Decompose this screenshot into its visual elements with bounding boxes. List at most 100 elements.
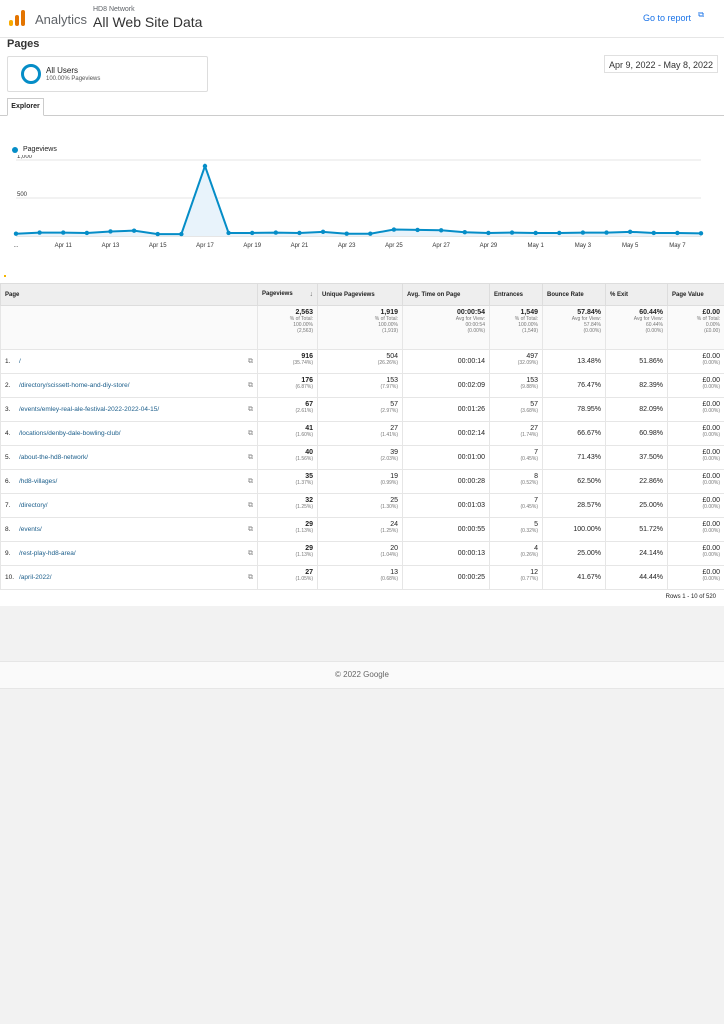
data-point[interactable] bbox=[37, 230, 42, 235]
open-page-icon[interactable]: ⧉ bbox=[248, 478, 253, 485]
data-point[interactable] bbox=[651, 230, 656, 236]
page-path-link[interactable]: /about-the-hd8-network/ bbox=[19, 454, 89, 461]
open-page-icon[interactable]: ⧉ bbox=[248, 550, 253, 557]
data-point[interactable] bbox=[61, 230, 66, 235]
table-row[interactable]: 9./rest-play-hd8-area/⧉ 29 (1.13%) 20 (1.04%… bbox=[0, 541, 724, 566]
tab-explorer[interactable]: Explorer bbox=[7, 98, 44, 116]
page-path-link[interactable]: /events/ bbox=[19, 526, 42, 533]
exit-cell: 51.72% bbox=[605, 517, 668, 542]
open-page-icon[interactable]: ⧉ bbox=[248, 454, 253, 461]
open-page-icon[interactable]: ⧉ bbox=[248, 574, 253, 581]
page-path-link[interactable]: /events/emley-real-ale-festival-2022-202… bbox=[19, 406, 160, 413]
header-page-value[interactable]: Page Value bbox=[667, 283, 724, 306]
data-point[interactable] bbox=[627, 229, 633, 235]
totals-subtext: (1,549) bbox=[522, 328, 538, 334]
pageviews-cell: 40 (1.56%) bbox=[257, 445, 318, 470]
page-path-link[interactable]: / bbox=[19, 358, 21, 365]
avg-time-value: 00:02:09 bbox=[457, 382, 485, 389]
table-row[interactable]: 2. /directory/scissett-home-and-diy-store… bbox=[0, 373, 724, 398]
table-row[interactable]: 1. / ⧉ 916 (35.74%) 504 (26.26%) 00:00:14 497 (32… bbox=[0, 349, 724, 374]
x-tick-label: Apr 17 bbox=[196, 243, 214, 249]
page-path-link[interactable]: /directory/scissett-home-and-diy-store/ bbox=[19, 382, 130, 389]
status-marker bbox=[4, 275, 6, 277]
unique-pageviews-value: 27 bbox=[390, 425, 398, 432]
header-unique-pageviews[interactable]: Unique Pageviews bbox=[317, 283, 403, 306]
open-page-icon[interactable]: ⧉ bbox=[248, 526, 253, 533]
sort-desc-icon[interactable]: ↓ bbox=[309, 291, 314, 298]
data-point[interactable] bbox=[462, 230, 467, 235]
data-point[interactable] bbox=[438, 228, 444, 233]
data-point[interactable] bbox=[486, 230, 491, 236]
open-page-icon[interactable]: ⧉ bbox=[248, 406, 253, 413]
header-bounce-rate[interactable]: Bounce Rate bbox=[542, 283, 606, 306]
page-path-link[interactable]: /hd8-villages/ bbox=[19, 478, 58, 485]
segment-picker[interactable]: All Users 100.00% Pageviews bbox=[7, 56, 208, 92]
data-point[interactable] bbox=[675, 230, 680, 236]
data-point[interactable] bbox=[344, 231, 349, 236]
page-cell: 3. /events/emley-real-ale-festival-2022-2… bbox=[0, 397, 258, 422]
data-point[interactable] bbox=[250, 230, 255, 236]
data-point[interactable] bbox=[368, 231, 373, 236]
data-point[interactable] bbox=[533, 230, 538, 236]
table-row[interactable]: 10./april-2022/⧉ 27 (1.05%) 13 (0.68%) 00:00:… bbox=[0, 565, 724, 590]
data-point[interactable] bbox=[698, 231, 704, 236]
data-point[interactable] bbox=[202, 163, 208, 169]
page-value-cell: £0.00 (0.00%) bbox=[667, 373, 724, 398]
table-row[interactable]: 6./hd8-villages/⧉ 35 (1.37%) 19 (0.99%) 00:00… bbox=[0, 469, 724, 494]
page-path-link[interactable]: /april-2022/ bbox=[19, 574, 52, 581]
data-point[interactable] bbox=[131, 228, 137, 233]
account-name[interactable]: HD8 Network bbox=[93, 6, 135, 13]
page-value-cell: £0.00 (0.00%) bbox=[667, 541, 724, 566]
header-entrances[interactable]: Entrances bbox=[489, 283, 543, 306]
data-point[interactable] bbox=[391, 227, 397, 232]
data-point[interactable] bbox=[155, 231, 160, 237]
page-path-link[interactable]: /rest-play-hd8-area/ bbox=[19, 550, 76, 557]
table-row[interactable]: 7./directory/⧉ 32 (1.25%) 25 (1.30%) 00:01:03… bbox=[0, 493, 724, 518]
open-page-icon[interactable]: ⧉ bbox=[248, 358, 253, 365]
table-row[interactable]: 8./events/⧉ 29 (1.13%) 24 (1.25%) 00:00:55 5 (0… bbox=[0, 517, 724, 542]
date-range-picker[interactable]: Apr 9, 2022 - May 8, 2022 bbox=[604, 55, 718, 73]
table-row[interactable]: 4. /locations/denby-dale-bowling-club/ ⧉ 41… bbox=[0, 421, 724, 446]
header-page[interactable]: Page bbox=[0, 283, 258, 306]
data-point[interactable] bbox=[84, 230, 90, 236]
open-page-icon[interactable]: ⧉ bbox=[248, 430, 253, 437]
header-pageviews[interactable]: Pageviews ↓ bbox=[257, 283, 318, 306]
data-point[interactable] bbox=[226, 230, 231, 236]
entrances-value: 7 bbox=[534, 497, 538, 504]
x-tick-label: Apr 13 bbox=[102, 243, 120, 249]
page-path-link[interactable]: /directory/ bbox=[19, 502, 48, 509]
page-cell: 10. /april-2022/ ⧉ bbox=[0, 565, 258, 590]
avg-time-cell: 00:01:26 bbox=[402, 397, 490, 422]
data-point[interactable] bbox=[297, 230, 302, 236]
header-exit[interactable]: % Exit bbox=[605, 283, 668, 306]
totals-subtext: (0.00%) bbox=[467, 328, 485, 334]
data-point[interactable] bbox=[13, 231, 19, 236]
bounce-rate-value: 78.95% bbox=[577, 406, 601, 413]
legend-label-pageviews[interactable]: Pageviews bbox=[23, 146, 57, 153]
data-point[interactable] bbox=[604, 230, 609, 235]
open-page-icon[interactable]: ⧉ bbox=[248, 502, 253, 509]
view-name[interactable]: All Web Site Data bbox=[93, 14, 203, 30]
header-avg-time[interactable]: Avg. Time on Page bbox=[402, 283, 490, 306]
avg-time-cell: 00:02:14 bbox=[402, 421, 490, 446]
page-value-cell: £0.00 (0.00%) bbox=[667, 469, 724, 494]
data-point[interactable] bbox=[108, 229, 113, 234]
entrances-value: 4 bbox=[534, 545, 538, 552]
go-to-report-link[interactable]: Go to report bbox=[642, 13, 691, 23]
pageviews-chart[interactable]: 1,000 500... Apr 11 Apr 13 Apr 15 Apr 17 Apr 1… bbox=[0, 155, 724, 255]
page-path-link[interactable]: /locations/denby-dale-bowling-club/ bbox=[19, 430, 121, 437]
page-value-cell: £0.00 (0.00%) bbox=[667, 517, 724, 542]
data-point[interactable] bbox=[273, 230, 279, 235]
table-row[interactable]: 5./about-the-hd8-network/⧉ 40 (1.56%) 39 (2.… bbox=[0, 445, 724, 470]
totals-subtext: 60.44% bbox=[646, 322, 663, 328]
data-point[interactable] bbox=[179, 231, 184, 237]
data-point[interactable] bbox=[320, 229, 326, 235]
totals-subtext: 57.84% bbox=[584, 322, 601, 328]
open-page-icon[interactable]: ⧉ bbox=[248, 382, 253, 389]
data-point[interactable] bbox=[557, 230, 562, 236]
external-link-icon[interactable]: ⧉ bbox=[698, 10, 704, 19]
data-point[interactable] bbox=[509, 230, 515, 235]
data-point[interactable] bbox=[580, 230, 586, 235]
data-point[interactable] bbox=[415, 227, 420, 233]
table-row[interactable]: 3. /events/emley-real-ale-festival-2022-2… bbox=[0, 397, 724, 422]
